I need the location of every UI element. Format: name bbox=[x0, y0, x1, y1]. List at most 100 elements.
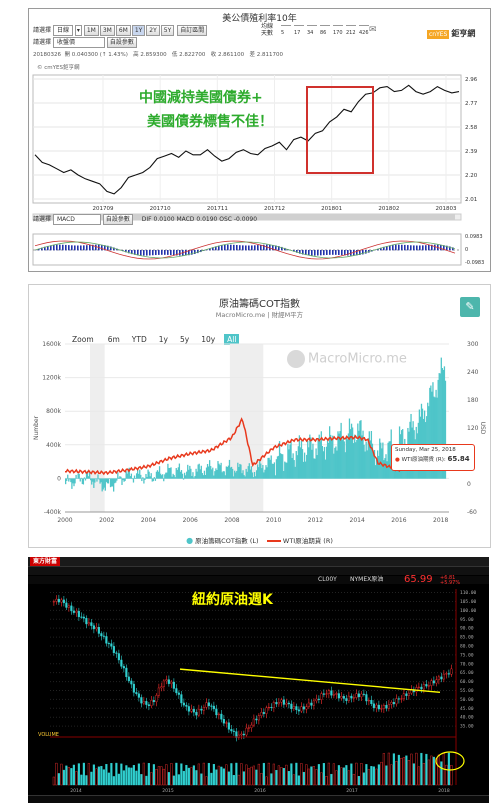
ma-day-170[interactable]: 170 bbox=[333, 30, 343, 36]
cot-bar bbox=[340, 422, 342, 479]
cot-bar bbox=[244, 476, 246, 479]
volume-bar bbox=[272, 763, 275, 786]
volume-bar bbox=[300, 763, 303, 786]
custom-range-button[interactable]: 自訂區間 bbox=[177, 25, 208, 36]
cot-bar bbox=[247, 466, 249, 479]
candle-body bbox=[292, 706, 295, 709]
volume-bar bbox=[142, 762, 145, 786]
legend-wti[interactable]: WTI原油期貨 (R) bbox=[282, 537, 333, 545]
cot-bar bbox=[270, 455, 272, 479]
cot-bar bbox=[157, 471, 160, 479]
zoom-button-6m[interactable]: 6m bbox=[107, 335, 120, 344]
ma-day-34[interactable]: 34 bbox=[307, 30, 314, 36]
x-tick-label: 2008 bbox=[224, 517, 239, 524]
indicator-select[interactable]: MACD bbox=[52, 214, 101, 225]
cot-bar bbox=[72, 478, 74, 484]
cot-bar bbox=[125, 471, 127, 479]
macd-bar bbox=[323, 250, 325, 256]
ma-day-86[interactable]: 86 bbox=[320, 30, 327, 36]
candle-body bbox=[180, 694, 183, 704]
volume-bar bbox=[175, 762, 178, 786]
macd-bar bbox=[431, 244, 433, 251]
candle-body bbox=[200, 708, 203, 711]
x-tick-label: 2002 bbox=[99, 517, 114, 524]
volume-bar bbox=[157, 766, 160, 786]
volume-bar bbox=[197, 763, 200, 786]
zoom-button-6m[interactable]: 6M bbox=[115, 25, 131, 36]
zoom-button-2y[interactable]: 2Y bbox=[146, 25, 160, 36]
settings-button[interactable]: 自設參數 bbox=[106, 37, 137, 48]
candle-body bbox=[437, 676, 440, 681]
candle-body bbox=[287, 702, 290, 705]
zoom-button-ytd[interactable]: YTD bbox=[131, 335, 147, 344]
candle-body bbox=[205, 702, 208, 708]
ma-day-17[interactable]: 17 bbox=[294, 30, 301, 36]
zoom-button-1y[interactable]: 1y bbox=[158, 335, 168, 344]
volume-bar bbox=[347, 770, 350, 786]
recession-band bbox=[229, 344, 264, 512]
cot-bar bbox=[108, 478, 111, 479]
y-tick-label: 40.00 bbox=[460, 715, 474, 721]
cot-bar bbox=[185, 475, 187, 479]
macd-bar bbox=[302, 250, 304, 255]
y-tick-label: 65.00 bbox=[460, 670, 474, 676]
zoom-button-5y[interactable]: 5y bbox=[179, 335, 190, 344]
chevron-down-icon[interactable]: ▾ bbox=[74, 25, 82, 36]
macd-bar bbox=[299, 250, 301, 254]
period-select[interactable]: 日線 bbox=[52, 25, 73, 36]
mail-icon[interactable]: ✉ bbox=[369, 25, 377, 35]
right-axis-label: USD bbox=[479, 422, 486, 435]
macd-bar bbox=[131, 250, 133, 255]
macd-bar bbox=[185, 250, 187, 256]
volume-bar bbox=[247, 768, 250, 786]
cot-bar bbox=[213, 475, 215, 479]
cot-bar bbox=[348, 418, 351, 479]
cot-bar bbox=[269, 459, 271, 479]
ma-day-426[interactable]: 426 bbox=[359, 30, 369, 36]
zoom-button-3m[interactable]: 3M bbox=[99, 25, 115, 36]
zoom-button-5y[interactable]: 5Y bbox=[160, 25, 175, 36]
cot-bar bbox=[277, 455, 280, 479]
volume-bar bbox=[172, 775, 175, 786]
x-tick-label: 201709 bbox=[93, 206, 114, 212]
candle-body bbox=[225, 722, 228, 724]
ma-day-5[interactable]: 5 bbox=[281, 30, 285, 36]
macd-bar bbox=[194, 250, 196, 254]
candle-body bbox=[162, 680, 165, 687]
volume-bar bbox=[110, 763, 113, 786]
macd-bar bbox=[164, 250, 166, 255]
zoom-button-10y[interactable]: 10y bbox=[201, 335, 216, 344]
zoom-button-all[interactable]: All bbox=[224, 334, 240, 345]
volume-bar bbox=[152, 764, 155, 786]
legend-cot[interactable]: 原油籌碼COT指數 (L) bbox=[195, 537, 259, 545]
candle-body bbox=[350, 695, 353, 699]
price-type-select[interactable]: 收盤價 bbox=[52, 37, 105, 48]
indicator-settings-button[interactable]: 自設參數 bbox=[102, 214, 133, 225]
zoom-button-1y[interactable]: 1Y bbox=[131, 25, 146, 36]
volume-bar bbox=[317, 764, 320, 786]
volume-bar bbox=[382, 753, 385, 786]
yield-line-chart: 2.01 2.20 2.39 2.58 2.77 2.96 201709 201710 2017… bbox=[32, 74, 484, 266]
candle-body bbox=[307, 702, 310, 707]
edit-icon[interactable]: ✎ bbox=[460, 297, 480, 317]
volume-bar bbox=[140, 774, 143, 786]
annotation-line-2: 美國債券標售不佳！ bbox=[147, 114, 273, 130]
volume-bar bbox=[440, 761, 443, 786]
macd-bar bbox=[191, 250, 193, 255]
cot-bar bbox=[105, 478, 107, 482]
yield-chart-panel: 美公債殖利率10年 請選擇 日線 ▾ 1M 3M 6M 1Y 2Y 5Y 自訂區間 均線天… bbox=[28, 8, 491, 272]
cot-bar bbox=[110, 478, 113, 487]
cot-bar bbox=[159, 473, 162, 479]
cot-bar bbox=[264, 469, 266, 479]
macd-bar bbox=[335, 250, 337, 255]
cot-bar bbox=[134, 478, 137, 479]
ma-day-212[interactable]: 212 bbox=[346, 30, 356, 36]
zoom-button-1m[interactable]: 1M bbox=[83, 25, 99, 36]
x-tick-label: 201801 bbox=[321, 206, 342, 212]
cot-bar bbox=[215, 468, 217, 479]
y-tick-label: 2.77 bbox=[465, 101, 478, 107]
macd-bar bbox=[434, 244, 436, 251]
cot-bar bbox=[74, 478, 76, 484]
cot-bar bbox=[101, 478, 103, 492]
candle-body bbox=[322, 693, 325, 695]
